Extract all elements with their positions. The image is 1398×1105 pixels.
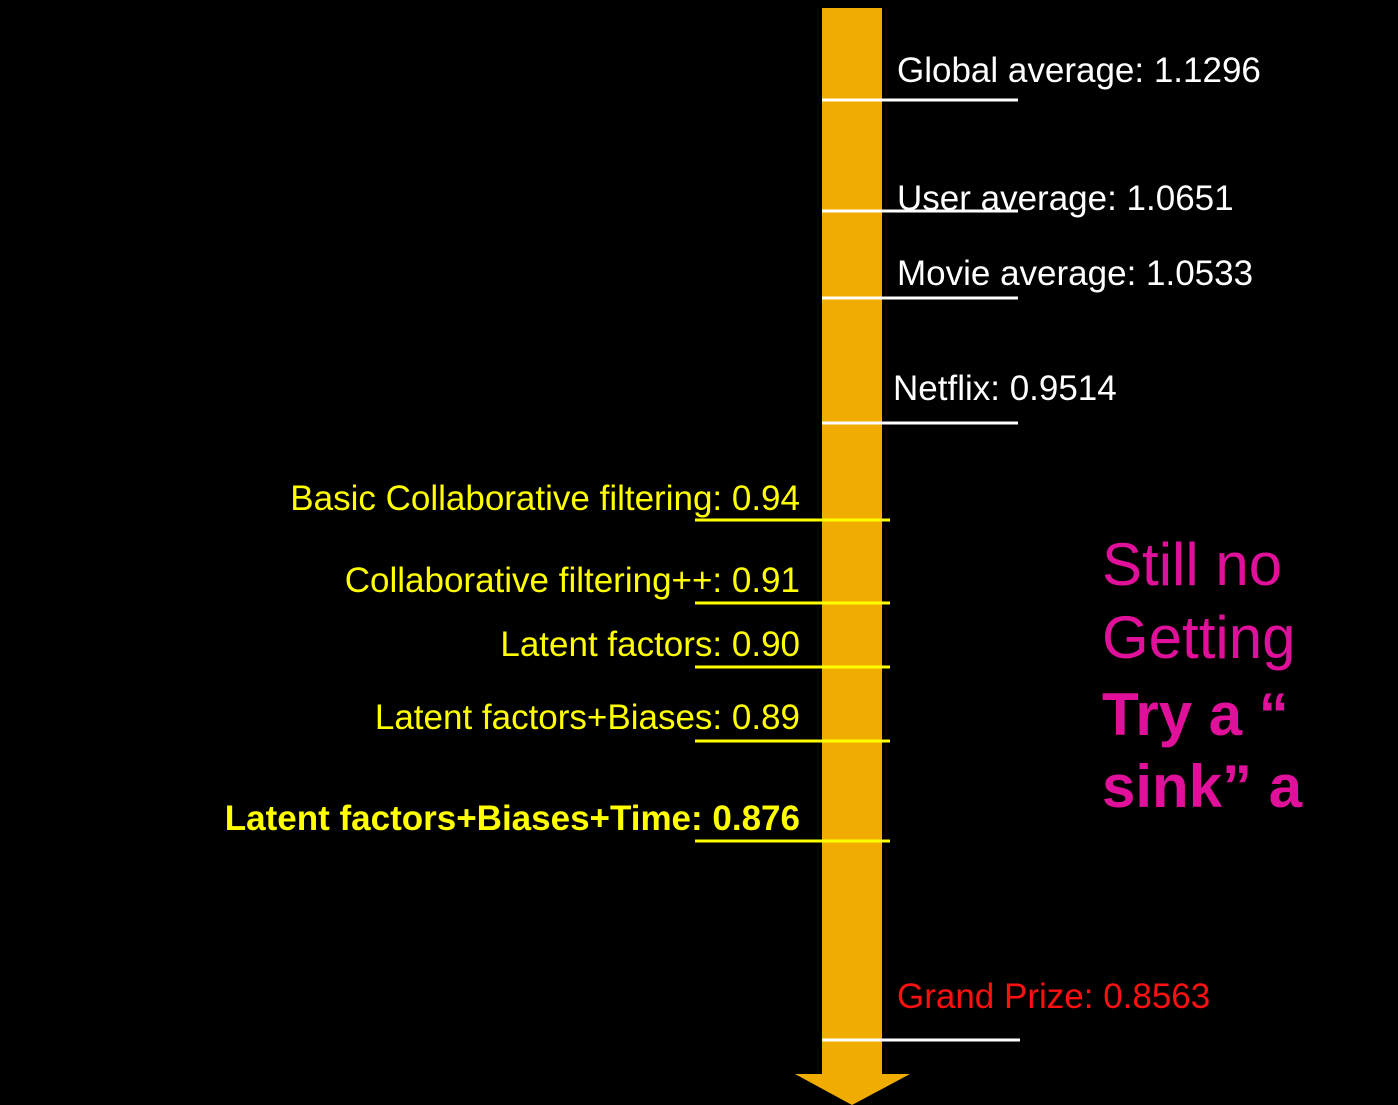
benchmark-lines xyxy=(822,98,1020,1042)
benchmark-label: Movie average: 1.0533 xyxy=(897,254,1253,293)
callout-line: Still no xyxy=(1102,531,1282,598)
method-label: Collaborative filtering++: 0.91 xyxy=(345,561,800,600)
benchmark-label: User average: 1.0651 xyxy=(897,179,1234,218)
arrow-head xyxy=(795,1074,910,1105)
method-lines xyxy=(695,518,890,843)
callout-line: sink” a xyxy=(1102,753,1303,820)
method-label: Latent factors+Biases+Time: 0.876 xyxy=(225,799,800,838)
method-label: Latent factors: 0.90 xyxy=(500,625,800,664)
method-label: Latent factors+Biases: 0.89 xyxy=(375,698,800,737)
benchmark-label: Global average: 1.1296 xyxy=(897,51,1261,90)
callout-line: Try a “ xyxy=(1102,681,1289,748)
scale-bar xyxy=(822,8,882,1078)
method-label: Basic Collaborative filtering: 0.94 xyxy=(290,479,800,518)
benchmark-label: Grand Prize: 0.8563 xyxy=(897,977,1210,1016)
benchmark-label: Netflix: 0.9514 xyxy=(893,369,1117,408)
callout-line: Getting xyxy=(1102,604,1295,671)
